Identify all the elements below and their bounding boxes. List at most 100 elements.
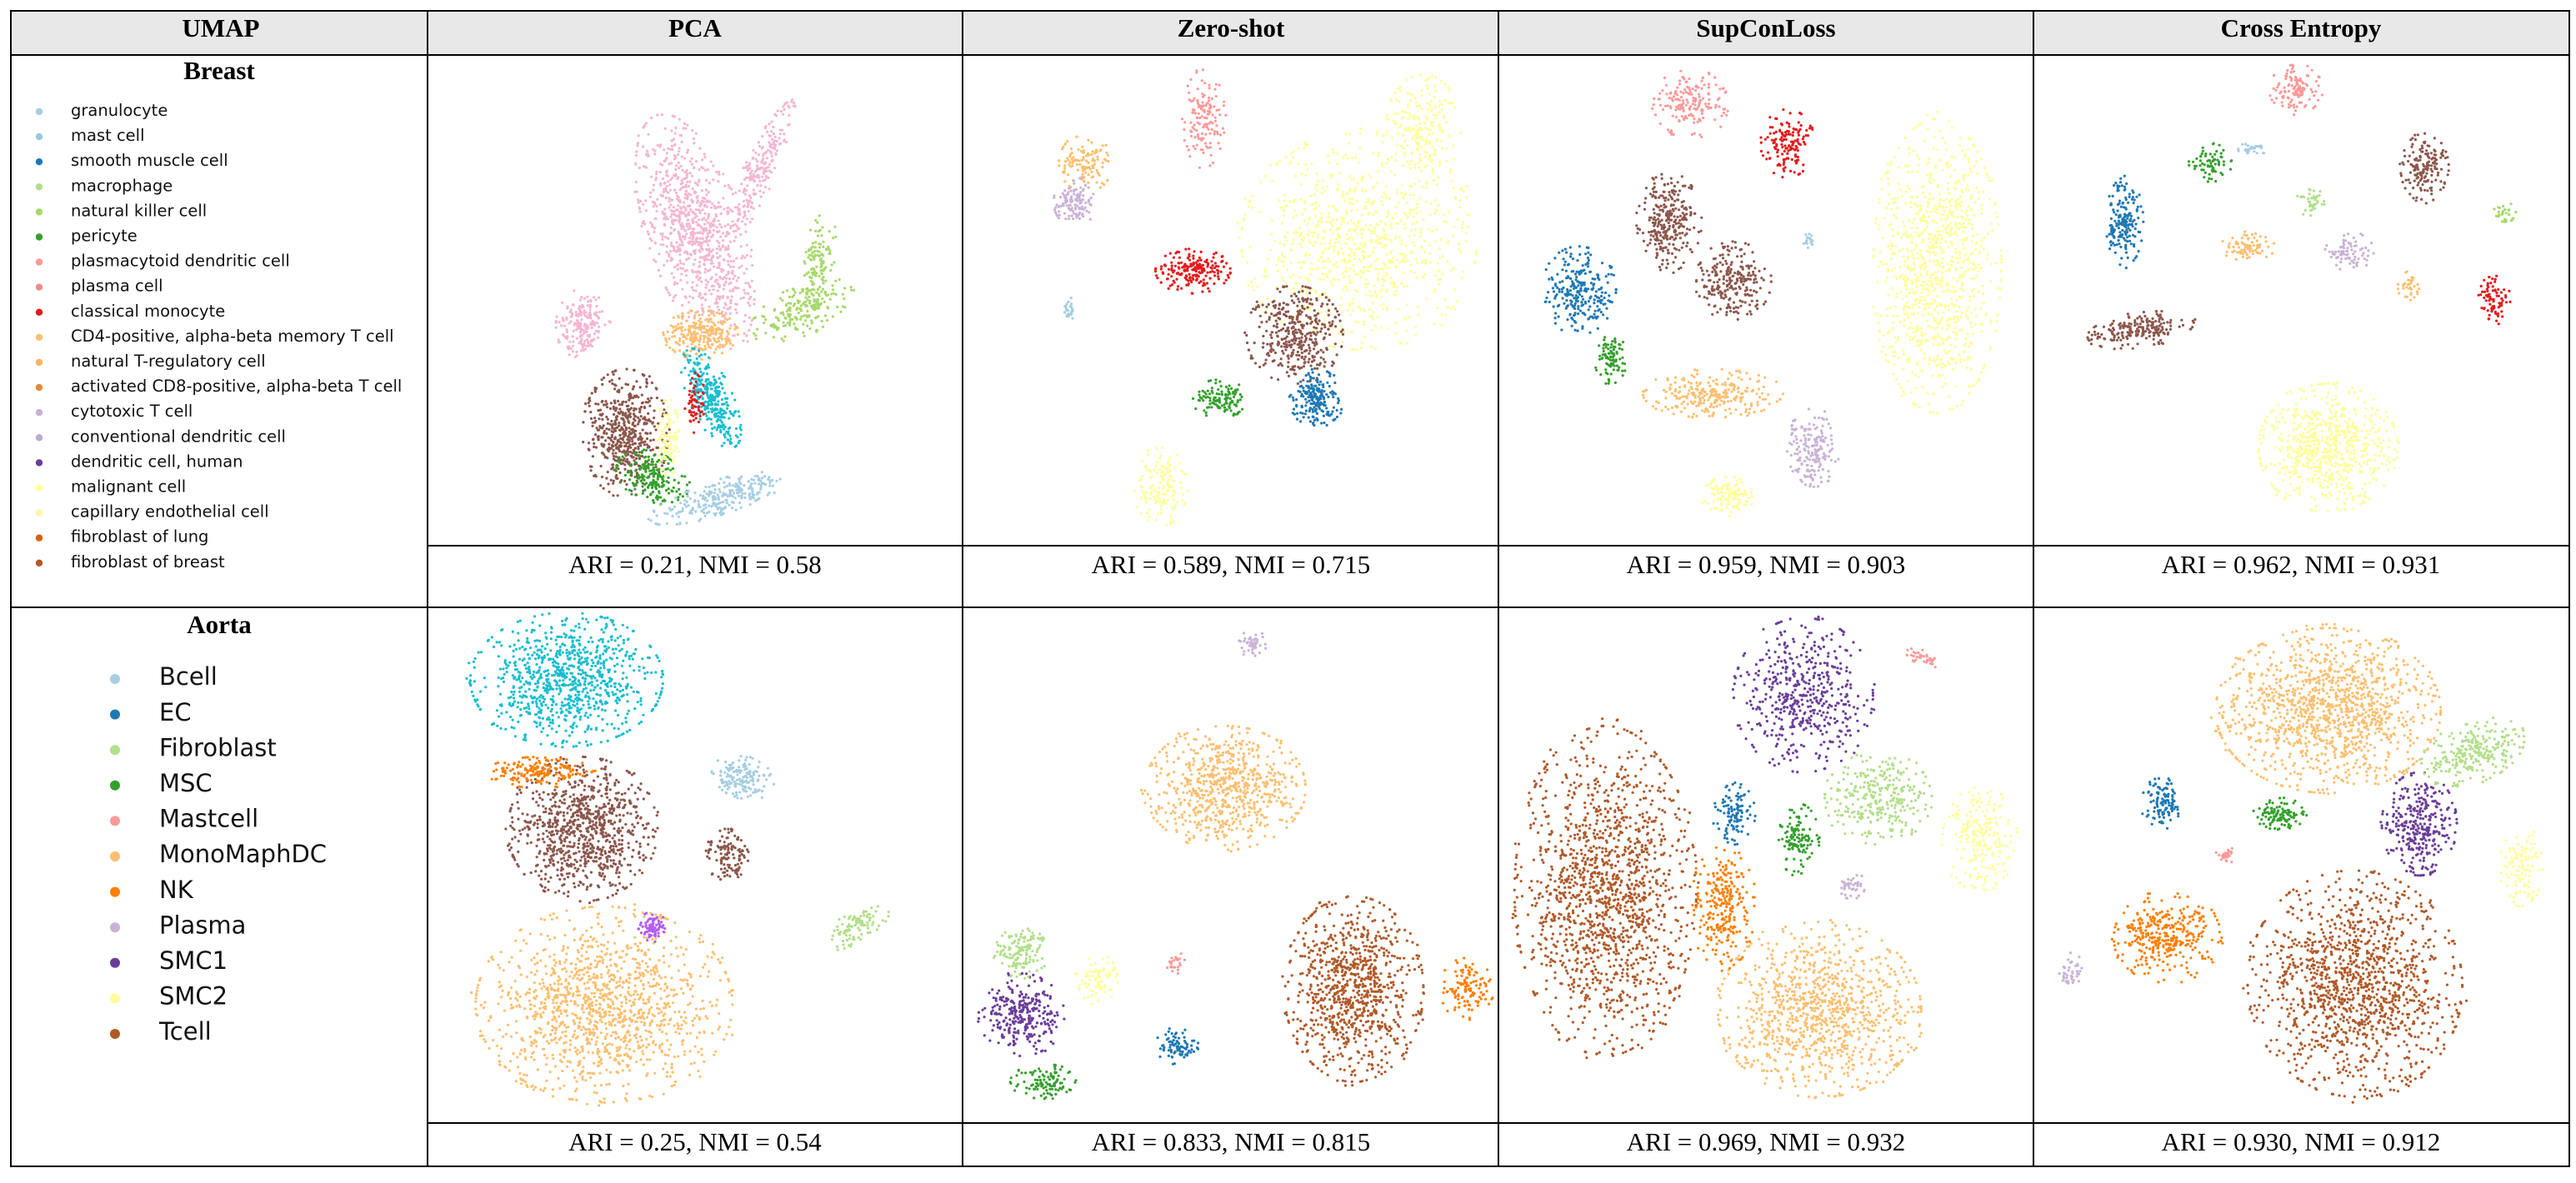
scatter-point (1443, 82, 1447, 86)
scatter-point (1357, 247, 1360, 250)
scatter-point (1372, 212, 1375, 216)
legend-marker-aorta-monomaphdc (110, 851, 120, 861)
scatter-point (768, 481, 772, 485)
scatter-point (1103, 157, 1107, 161)
scatter-point (1308, 230, 1311, 233)
scatter-point (751, 217, 754, 221)
scatter-point (648, 432, 653, 435)
scatter-point (589, 340, 593, 343)
scatter-point (749, 174, 753, 177)
scatter-point (758, 491, 761, 494)
scatter-point (694, 510, 698, 513)
scatter-point (1204, 132, 1208, 136)
scatter-point (697, 241, 701, 244)
scatter-point (1178, 462, 1182, 465)
scatter-point (1084, 171, 1088, 174)
scatter-point (756, 167, 759, 170)
scatter-point (672, 461, 675, 464)
scatter-point (728, 312, 733, 316)
metrics-aorta-cross-entropy: ARI = 0.930, NMI = 0.912 (2162, 1127, 2441, 1156)
scatter-point (806, 309, 809, 313)
scatter-point (580, 318, 583, 322)
scatter-point (663, 127, 667, 130)
scatter-point (714, 215, 718, 218)
scatter-point (1205, 117, 1208, 120)
scatter-point (802, 331, 805, 334)
scatter-point (1146, 468, 1149, 472)
cluster-cd4-positive-alpha-beta-memory-t-cell (662, 308, 740, 361)
scatter-point (668, 293, 672, 297)
scatter-point (1156, 512, 1160, 516)
scatter-point (671, 467, 675, 471)
scatter-point (663, 400, 666, 403)
scatter-point (1433, 84, 1437, 87)
scatter-point (624, 452, 628, 457)
scatter-point (1385, 114, 1388, 117)
scatter-point (648, 375, 652, 378)
scatter-point (772, 132, 776, 136)
scatter-point (668, 346, 672, 349)
scatter-point (589, 411, 593, 414)
scatter-point (1144, 466, 1148, 469)
scatter-point (733, 322, 737, 326)
scatter-point (1317, 233, 1320, 237)
scatter-point (710, 250, 713, 253)
scatter-point (600, 378, 603, 382)
scatter-point (1356, 320, 1359, 324)
scatter-point (1409, 269, 1413, 272)
scatter-point (637, 201, 640, 204)
scatter-point (593, 332, 596, 336)
scatter-point (691, 187, 694, 191)
scatter-point (1193, 127, 1196, 131)
scatter-point (661, 477, 664, 481)
scatter-point (1415, 221, 1418, 224)
scatter-point (1243, 197, 1247, 200)
scatter-point (630, 463, 633, 467)
scatter-point (689, 382, 693, 385)
scatter-point (1464, 239, 1468, 242)
scatter-point (1154, 501, 1158, 504)
scatter-point (1459, 187, 1463, 191)
scatter-point (1168, 520, 1173, 523)
scatter-point (728, 327, 732, 330)
scatter-point (698, 293, 702, 297)
scatter-point (598, 417, 601, 421)
scatter-point (1075, 162, 1078, 166)
scatter-point (1363, 307, 1366, 311)
scatter-point (659, 232, 663, 236)
scatter-point (706, 232, 709, 235)
scatter-point (612, 482, 615, 485)
scatter-point (1323, 318, 1326, 322)
scatter-point (1384, 196, 1388, 199)
scatter-point (718, 172, 721, 176)
scatter-point (698, 349, 701, 352)
scatter-point (1270, 232, 1273, 236)
scatter-point (1414, 257, 1418, 261)
scatter-point (693, 371, 697, 374)
scatter-point (1188, 155, 1192, 158)
scatter-point (725, 502, 729, 505)
scatter-point (752, 148, 755, 152)
scatter-point (752, 192, 756, 195)
scatter-point (1423, 122, 1426, 125)
scatter-point (596, 428, 600, 432)
scatter-point (1330, 280, 1333, 283)
scatter-point (666, 330, 669, 333)
scatter-point (638, 386, 642, 389)
scatter-point (720, 310, 724, 313)
scatter-point (1371, 230, 1374, 233)
scatter-point (1332, 232, 1335, 236)
scatter-point (661, 436, 665, 440)
scatter-point (668, 254, 671, 258)
scatter-point (1403, 139, 1407, 142)
scatter-point (672, 436, 675, 440)
scatter-point (1370, 345, 1373, 348)
scatter-point (722, 492, 725, 495)
scatter-point (659, 243, 663, 247)
scatter-point (827, 293, 830, 297)
scatter-point (654, 482, 658, 486)
scatter-point (717, 180, 720, 183)
scatter-point (718, 308, 721, 312)
scatter-point (1399, 123, 1403, 127)
scatter-point (768, 492, 771, 495)
